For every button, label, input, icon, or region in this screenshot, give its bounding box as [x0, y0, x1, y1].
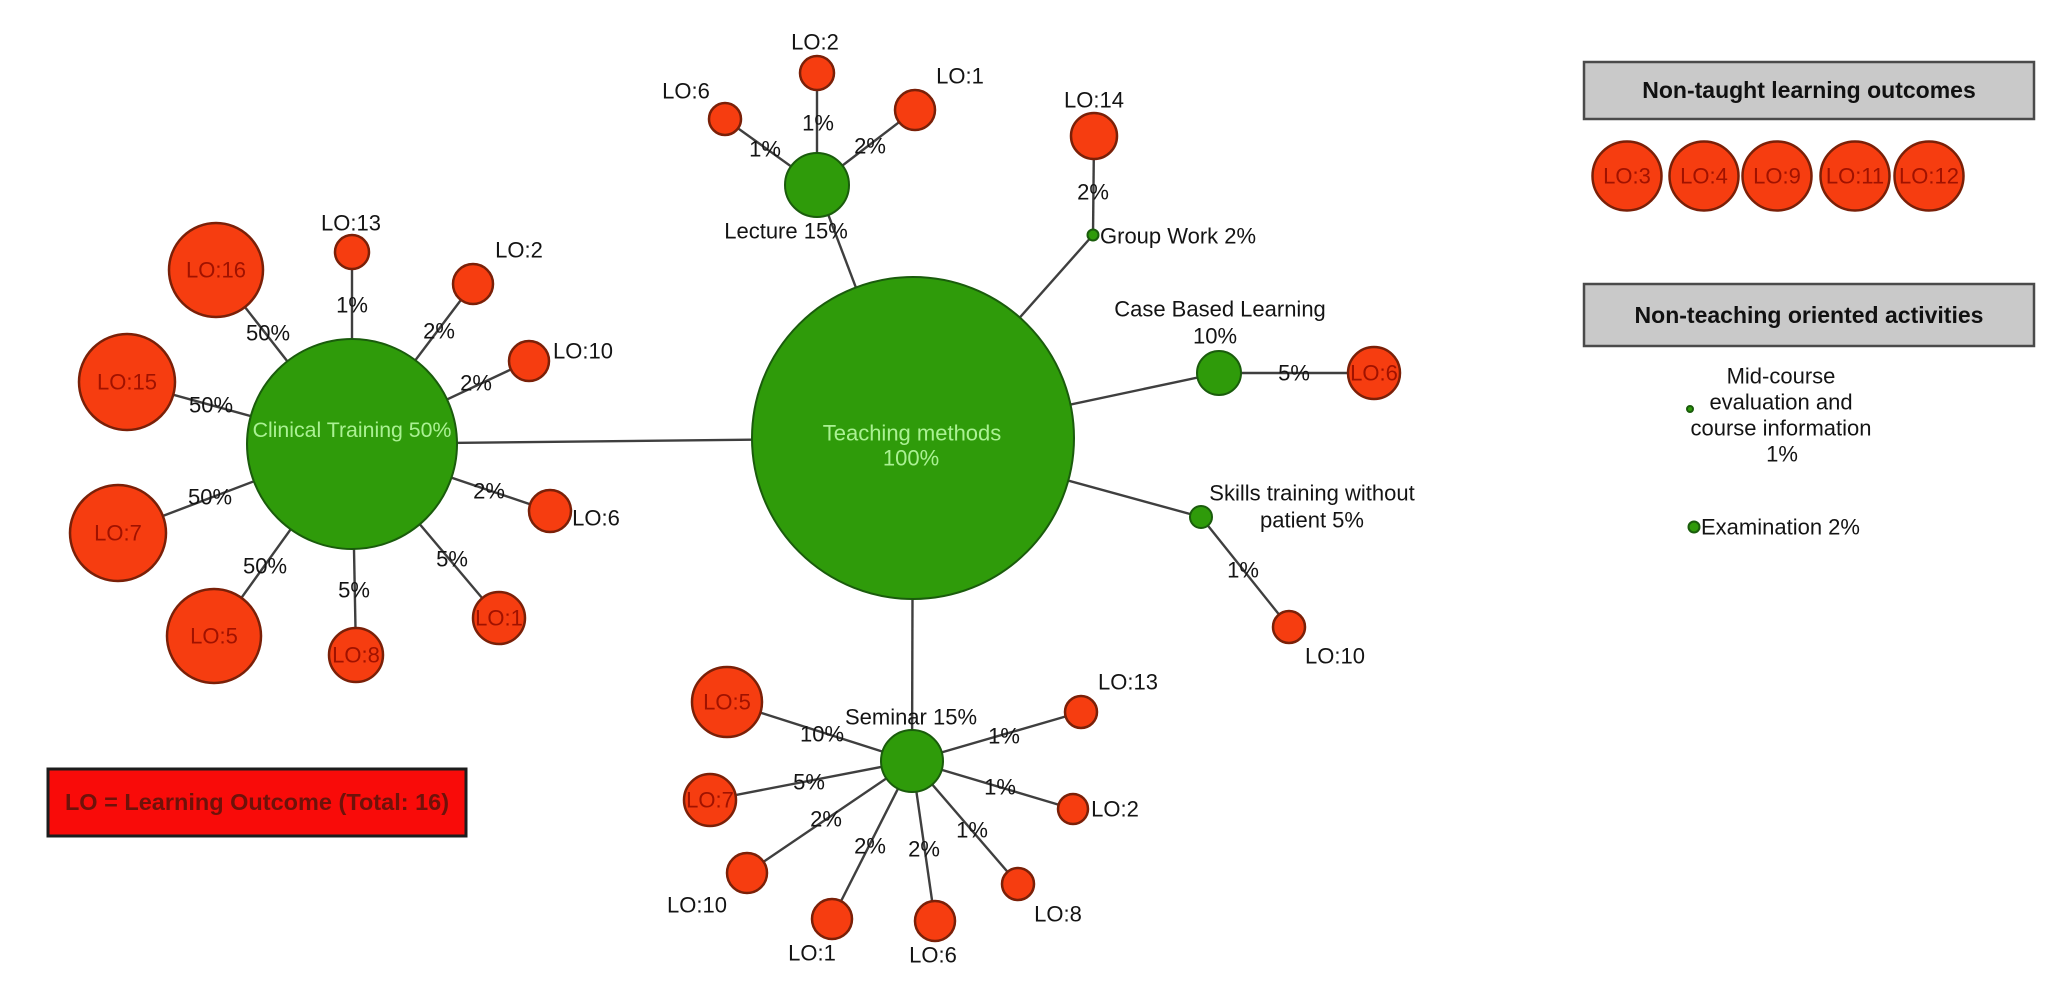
svg-text:1%: 1% [956, 818, 988, 843]
svg-text:2%: 2% [1077, 180, 1109, 205]
svg-text:LO:3: LO:3 [1603, 164, 1651, 189]
svg-text:LO:10: LO:10 [553, 339, 613, 364]
svg-text:LO:6: LO:6 [572, 506, 620, 531]
svg-text:1%: 1% [988, 724, 1020, 749]
svg-text:1%: 1% [1227, 558, 1259, 583]
svg-text:Teaching methods: Teaching methods [823, 421, 1002, 446]
svg-text:LO:7: LO:7 [686, 788, 734, 813]
svg-text:LO:16: LO:16 [186, 258, 246, 283]
svg-text:Examination 2%: Examination 2% [1701, 515, 1860, 540]
svg-text:2%: 2% [854, 134, 886, 159]
svg-text:LO:5: LO:5 [190, 624, 238, 649]
svg-text:50%: 50% [243, 554, 287, 579]
svg-text:1%: 1% [749, 137, 781, 162]
svg-text:5%: 5% [436, 547, 468, 572]
svg-text:LO:8: LO:8 [332, 643, 380, 668]
svg-text:LO:1: LO:1 [936, 64, 984, 89]
svg-text:Non-taught learning outcomes: Non-taught learning outcomes [1642, 77, 1976, 103]
svg-text:Lecture 15%: Lecture 15% [724, 219, 848, 244]
svg-text:1%: 1% [802, 111, 834, 136]
svg-text:Non-teaching oriented activiti: Non-teaching oriented activities [1635, 302, 1984, 328]
svg-text:2%: 2% [460, 371, 492, 396]
svg-text:2%: 2% [854, 834, 886, 859]
svg-text:1%: 1% [984, 775, 1016, 800]
svg-text:LO:10: LO:10 [667, 893, 727, 918]
svg-text:Skills training without: Skills training without [1209, 481, 1414, 506]
svg-text:LO:2: LO:2 [495, 238, 543, 263]
svg-text:2%: 2% [810, 807, 842, 832]
svg-text:1%: 1% [1766, 442, 1798, 467]
svg-text:LO:6: LO:6 [1350, 361, 1398, 386]
svg-text:LO:8: LO:8 [1034, 902, 1082, 927]
svg-text:Seminar 15%: Seminar 15% [845, 705, 977, 730]
svg-text:1%: 1% [336, 293, 368, 318]
svg-text:10%: 10% [1193, 324, 1237, 349]
svg-text:LO:9: LO:9 [1753, 164, 1801, 189]
svg-text:LO:7: LO:7 [94, 521, 142, 546]
svg-text:LO:4: LO:4 [1680, 164, 1728, 189]
svg-text:5%: 5% [338, 578, 370, 603]
svg-text:LO:6: LO:6 [909, 943, 957, 968]
svg-text:Group Work 2%: Group Work 2% [1100, 224, 1256, 249]
svg-text:50%: 50% [189, 393, 233, 418]
svg-text:LO:10: LO:10 [1305, 644, 1365, 669]
svg-text:LO:13: LO:13 [1098, 670, 1158, 695]
svg-text:LO:2: LO:2 [1091, 797, 1139, 822]
svg-text:LO:12: LO:12 [1899, 164, 1959, 189]
svg-text:LO:15: LO:15 [97, 370, 157, 395]
svg-text:LO:6: LO:6 [662, 79, 710, 104]
svg-text:Case Based Learning: Case Based Learning [1114, 297, 1326, 322]
svg-text:5%: 5% [793, 770, 825, 795]
svg-text:LO:14: LO:14 [1064, 88, 1124, 113]
svg-text:patient 5%: patient 5% [1260, 508, 1364, 533]
svg-text:Mid-course: Mid-course [1727, 364, 1836, 389]
svg-text:course information: course information [1691, 416, 1872, 441]
svg-text:LO:1: LO:1 [475, 606, 523, 631]
svg-text:LO:13: LO:13 [321, 211, 381, 236]
svg-text:LO:1: LO:1 [788, 941, 836, 966]
svg-text:2%: 2% [473, 479, 505, 504]
svg-text:5%: 5% [1278, 361, 1310, 386]
svg-text:evaluation and: evaluation and [1709, 390, 1852, 415]
svg-text:Clinical Training 50%: Clinical Training 50% [253, 418, 452, 442]
svg-text:100%: 100% [883, 446, 939, 471]
svg-text:2%: 2% [908, 837, 940, 862]
svg-text:LO:11: LO:11 [1826, 164, 1884, 189]
svg-text:2%: 2% [423, 319, 455, 344]
svg-text:50%: 50% [188, 485, 232, 510]
svg-text:10%: 10% [800, 722, 844, 747]
svg-text:LO:5: LO:5 [703, 690, 751, 715]
svg-text:50%: 50% [246, 321, 290, 346]
svg-text:LO = Learning Outcome (Total:: LO = Learning Outcome (Total: 16) [65, 789, 449, 815]
svg-text:LO:2: LO:2 [791, 30, 839, 55]
